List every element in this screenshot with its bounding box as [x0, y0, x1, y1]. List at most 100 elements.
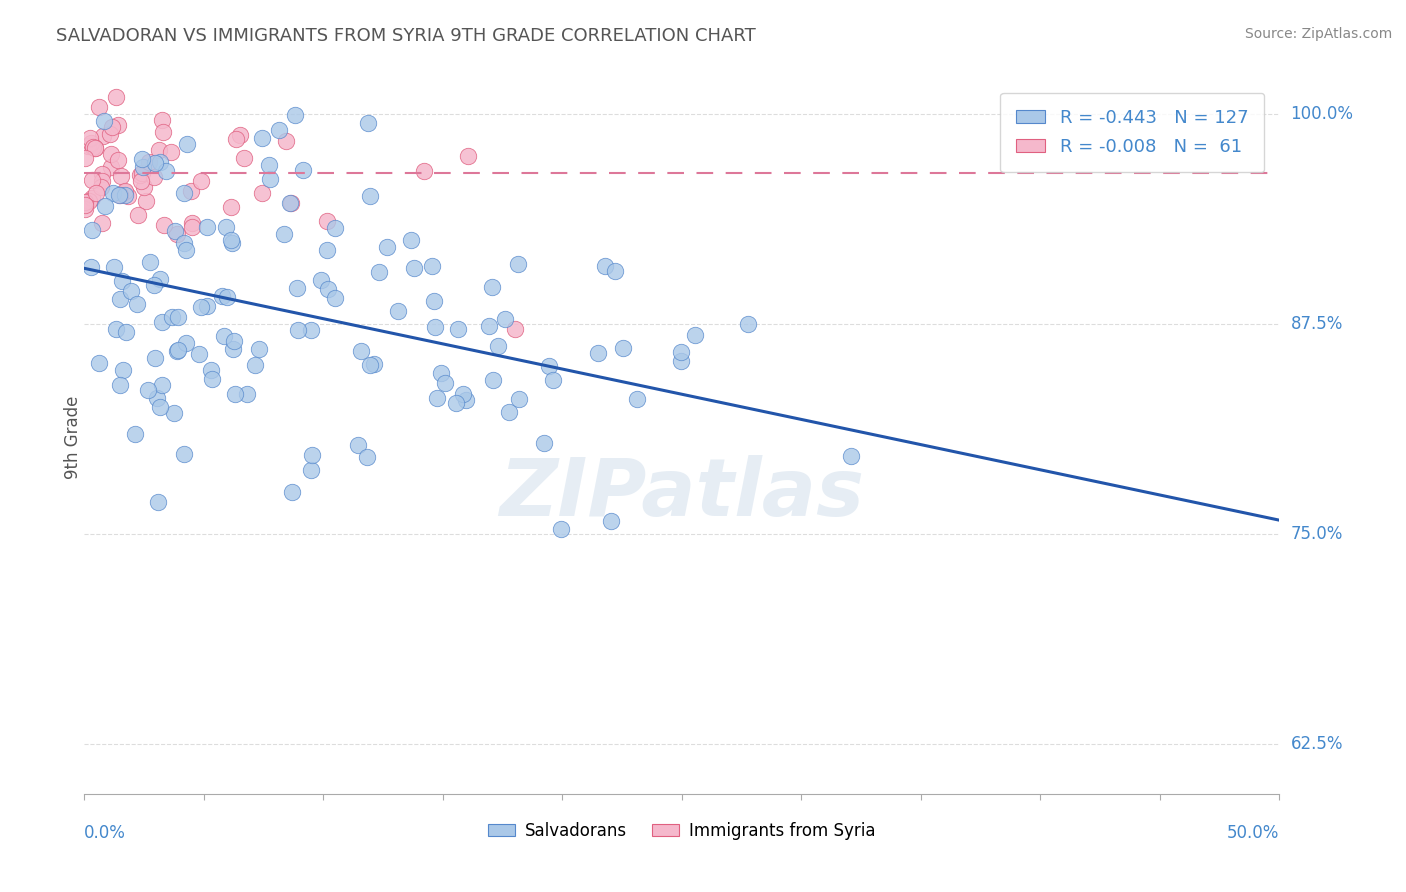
- Point: [173, 186, 195, 201]
- Point: [195, 300, 218, 314]
- Point: [401, 234, 423, 248]
- Point: [669, 345, 692, 359]
- Point: [166, 344, 188, 359]
- Point: [165, 224, 187, 238]
- Point: [247, 342, 270, 356]
- Point: [259, 172, 281, 186]
- Point: [80, 136, 103, 150]
- Point: [108, 377, 131, 392]
- Point: [190, 174, 212, 188]
- Point: [180, 185, 202, 199]
- Point: [222, 342, 245, 356]
- Point: [100, 127, 122, 141]
- Point: [155, 164, 177, 178]
- Point: [173, 236, 195, 251]
- Point: [77, 139, 100, 153]
- Point: [426, 392, 449, 406]
- Legend: Salvadorans, Immigrants from Syria: Salvadorans, Immigrants from Syria: [482, 815, 882, 847]
- Point: [259, 157, 281, 171]
- Point: [105, 90, 128, 104]
- Point: [273, 227, 295, 241]
- Point: [174, 335, 197, 350]
- Point: [359, 189, 381, 203]
- Point: [347, 438, 370, 452]
- Point: [301, 448, 323, 462]
- Text: 62.5%: 62.5%: [1291, 734, 1343, 753]
- Point: [368, 265, 391, 279]
- Point: [423, 293, 446, 308]
- Text: Source: ZipAtlas.com: Source: ZipAtlas.com: [1244, 27, 1392, 41]
- Point: [149, 155, 172, 169]
- Point: [291, 163, 314, 178]
- Point: [145, 391, 167, 405]
- Point: [671, 353, 693, 368]
- Point: [100, 120, 122, 134]
- Point: [111, 273, 134, 287]
- Point: [626, 392, 648, 406]
- Point: [299, 323, 322, 337]
- Point: [107, 187, 129, 202]
- Point: [82, 223, 104, 237]
- Point: [131, 166, 153, 180]
- Point: [434, 376, 457, 391]
- Point: [139, 254, 162, 268]
- Point: [190, 300, 212, 314]
- Point: [176, 136, 198, 151]
- Point: [402, 261, 425, 276]
- Text: 87.5%: 87.5%: [1291, 315, 1343, 333]
- Point: [222, 334, 245, 348]
- Point: [309, 273, 332, 287]
- Point: [145, 351, 167, 366]
- Point: [217, 290, 239, 304]
- Point: [167, 310, 190, 325]
- Point: [233, 151, 256, 165]
- Point: [114, 188, 136, 202]
- Point: [236, 387, 259, 401]
- Point: [107, 118, 129, 132]
- Point: [120, 285, 142, 299]
- Point: [195, 219, 218, 234]
- Point: [287, 323, 309, 337]
- Point: [605, 264, 627, 278]
- Point: [503, 322, 526, 336]
- Point: [73, 151, 96, 165]
- Point: [143, 156, 166, 170]
- Point: [201, 371, 224, 385]
- Point: [586, 345, 609, 359]
- Point: [149, 272, 172, 286]
- Point: [541, 373, 564, 387]
- Point: [152, 125, 174, 139]
- Point: [841, 450, 863, 464]
- Point: [429, 366, 451, 380]
- Point: [595, 259, 617, 273]
- Point: [80, 260, 103, 274]
- Point: [90, 216, 112, 230]
- Point: [90, 180, 112, 194]
- Point: [101, 186, 124, 201]
- Point: [215, 219, 238, 234]
- Point: [174, 243, 197, 257]
- Point: [94, 199, 117, 213]
- Point: [124, 426, 146, 441]
- Point: [245, 358, 267, 372]
- Point: [80, 173, 103, 187]
- Point: [299, 463, 322, 477]
- Point: [359, 358, 381, 372]
- Point: [494, 311, 516, 326]
- Point: [181, 220, 204, 235]
- Point: [219, 200, 242, 214]
- Point: [481, 279, 503, 293]
- Point: [188, 347, 211, 361]
- Point: [91, 173, 114, 187]
- Point: [423, 319, 446, 334]
- Point: [110, 169, 132, 183]
- Point: [420, 259, 443, 273]
- Point: [444, 396, 467, 410]
- Point: [274, 134, 297, 148]
- Point: [84, 141, 107, 155]
- Point: [150, 112, 173, 127]
- Point: [114, 185, 136, 199]
- Text: 100.0%: 100.0%: [1291, 105, 1354, 123]
- Point: [323, 221, 346, 235]
- Point: [221, 233, 243, 247]
